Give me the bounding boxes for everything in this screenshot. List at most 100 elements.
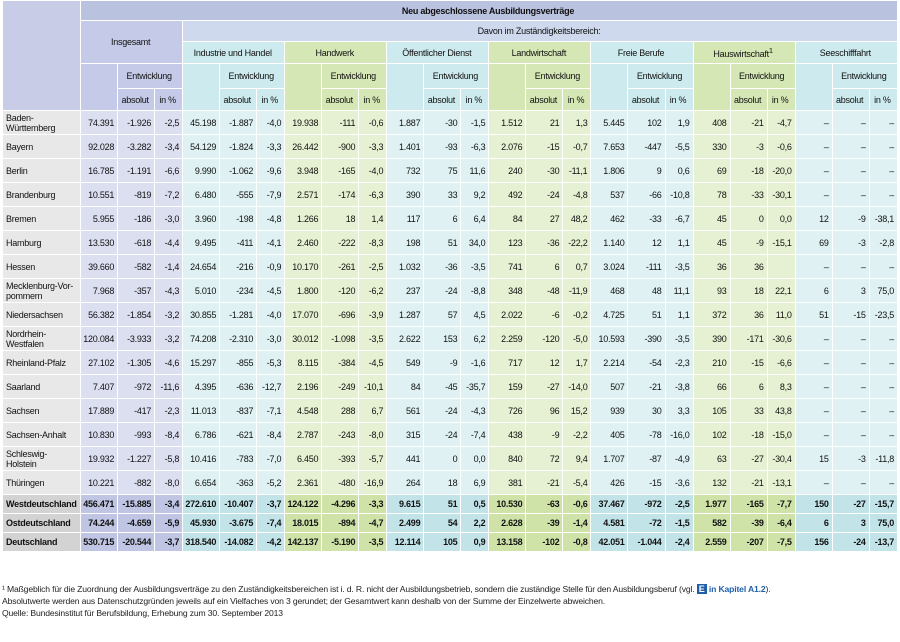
cell: -7,7 (766, 494, 796, 514)
cell: -447 (627, 134, 666, 159)
cell: 237 (386, 278, 425, 303)
cell: -894 (321, 513, 360, 533)
sector-name: Freie Berufe (617, 47, 665, 58)
cell: 4.581 (590, 513, 629, 533)
cell: – (831, 326, 870, 351)
cell: 372 (692, 302, 731, 327)
cell: -5,7 (358, 446, 388, 471)
cell: -174 (321, 182, 360, 207)
table-row: Schleswig-Holstein 19.932 -1.227 -5,8 10.416… (1, 446, 899, 471)
cell: 11,1 (664, 278, 694, 303)
cell: 75,0 (868, 513, 899, 533)
chapter-link[interactable]: in Kapitel A1.2 (708, 584, 766, 594)
cell: -6,3 (460, 134, 490, 159)
e-icon[interactable]: E (696, 584, 707, 594)
cell: -23,5 (868, 302, 899, 327)
cell: -7,0 (256, 446, 286, 471)
sector-name: Hauswirtschaft (713, 49, 769, 59)
summary-row: Ostdeutschland 74.244 -4.659 -5,9 45.930 -3.6… (1, 513, 899, 533)
cell: -72 (627, 513, 666, 533)
cell: -6,3 (358, 182, 388, 207)
percent-header: in % (562, 88, 592, 111)
cell: – (868, 326, 899, 351)
cell: 2,2 (460, 513, 490, 533)
cell: 3,3 (664, 398, 694, 423)
cell: – (831, 470, 870, 495)
cell: – (794, 134, 833, 159)
cell: 48,2 (562, 206, 592, 231)
cell: -6,6 (766, 350, 796, 375)
cell: 21 (525, 110, 564, 135)
cell: 549 (386, 350, 425, 375)
cell: -3,5 (358, 532, 388, 552)
cell: 1.977 (692, 494, 731, 514)
cell: -1,4 (154, 254, 184, 279)
region-label: Ostdeutschland (1, 513, 82, 533)
cell: 19.932 (80, 446, 119, 471)
cell: -6,4 (766, 513, 796, 533)
cell: 10.221 (80, 470, 119, 495)
cell: -21 (627, 374, 666, 399)
cell: 74.208 (182, 326, 221, 351)
cell: -4,0 (256, 302, 286, 327)
cell: -30,6 (766, 326, 796, 351)
cell: 0,7 (562, 254, 592, 279)
cell: 405 (590, 422, 629, 447)
region-label: Baden-Württemberg (1, 110, 82, 135)
cell: 0,0 (766, 206, 796, 231)
cell: 51 (794, 302, 833, 327)
table-row: Bayern 92.028 -3.282 -3,4 54.129 -1.824 -3,3 26… (1, 134, 899, 159)
cell: – (868, 374, 899, 399)
cell: -900 (321, 134, 360, 159)
cell: 27 (525, 206, 564, 231)
cell: 9,4 (562, 446, 592, 471)
development-header: Entwicklung (831, 63, 899, 89)
cell: 117 (386, 206, 425, 231)
cell: 17.070 (284, 302, 323, 327)
cell: – (794, 350, 833, 375)
percent-header: in % (664, 88, 694, 111)
cell: 732 (386, 158, 425, 183)
cell: -0,2 (562, 302, 592, 327)
cell: -18 (729, 158, 768, 183)
cell: 33 (729, 398, 768, 423)
region-label: Hessen (1, 254, 82, 279)
cell: 726 (488, 398, 527, 423)
sector-name: Handwerk (315, 47, 355, 58)
cell: -3,7 (256, 494, 286, 514)
cell: -20,0 (766, 158, 796, 183)
region-label: Saarland (1, 374, 82, 399)
cell: 6 (729, 374, 768, 399)
cell: 0,5 (460, 494, 490, 514)
cell: -4,0 (358, 158, 388, 183)
cell: 142.137 (284, 532, 323, 552)
table-row: Bremen 5.955 -186 -3,0 3.960 -198 -4,8 1.266 18 1… (1, 206, 899, 231)
cell: -4,4 (154, 230, 184, 255)
cell: 561 (386, 398, 425, 423)
cell: -6,2 (358, 278, 388, 303)
region-label: Hamburg (1, 230, 82, 255)
table-row: Saarland 7.407 -972 -11,6 4.395 -636 -12,7 2.19… (1, 374, 899, 399)
cell: -1.098 (321, 326, 360, 351)
cell: 2.622 (386, 326, 425, 351)
cell: 1,7 (562, 350, 592, 375)
cell: -855 (219, 350, 258, 375)
cell: -1,6 (460, 350, 490, 375)
cell: -111 (627, 254, 666, 279)
cell: 13.530 (80, 230, 119, 255)
cell: 30.012 (284, 326, 323, 351)
cell: -2.310 (219, 326, 258, 351)
cell: -27 (525, 374, 564, 399)
cell: 69 (794, 230, 833, 255)
cell: 6,9 (460, 470, 490, 495)
cell: 10.530 (488, 494, 527, 514)
cell: -7,9 (256, 182, 286, 207)
cell: -16,9 (358, 470, 388, 495)
cell: 381 (488, 470, 527, 495)
cell: -363 (219, 470, 258, 495)
development-header: Entwicklung (219, 63, 286, 89)
cell: – (831, 374, 870, 399)
cell: 1.266 (284, 206, 323, 231)
cell: 462 (590, 206, 629, 231)
cell: 1,1 (664, 302, 694, 327)
